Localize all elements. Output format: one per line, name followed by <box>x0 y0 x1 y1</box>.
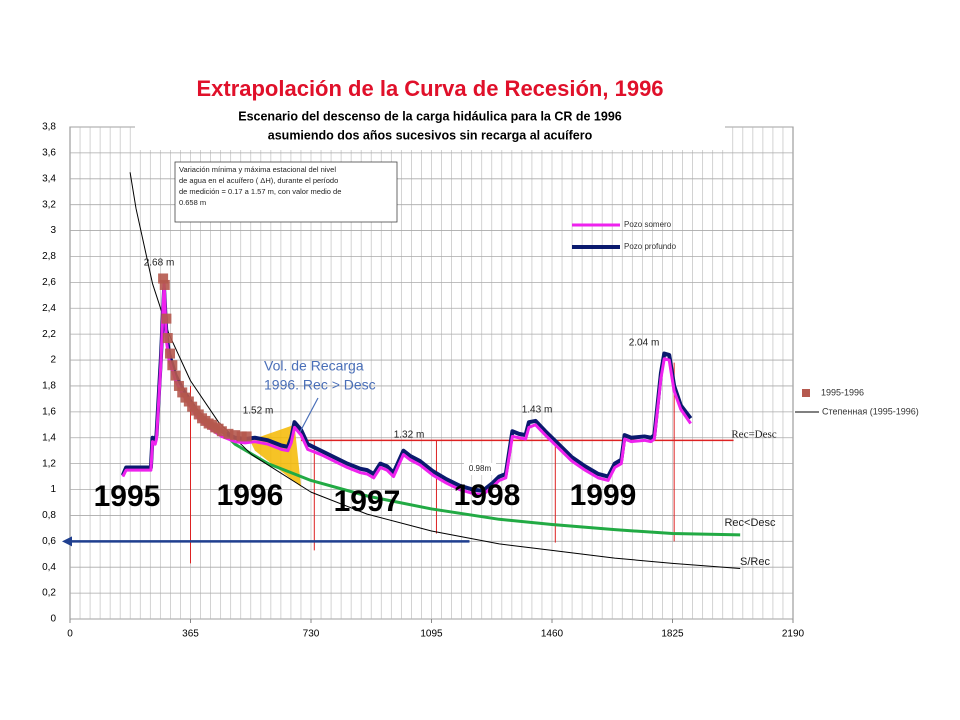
scatter-point <box>162 333 173 344</box>
legend-label: 1995-1996 <box>821 387 864 397</box>
chart-subtitle: asumiendo dos años sucesivos sin recarga… <box>268 128 593 142</box>
scatter-point <box>170 370 181 381</box>
year-label: 1997 <box>334 485 401 518</box>
x-tick-label: 365 <box>182 629 199 640</box>
scatter-point <box>167 360 178 371</box>
y-tick-label: 1,4 <box>42 432 56 443</box>
y-tick-label: 3,4 <box>42 173 56 184</box>
value-label-box <box>464 463 496 475</box>
y-tick-label: 0,8 <box>42 510 56 521</box>
note-text: de medición = 0.17 a 1.57 m, con valor m… <box>179 187 341 196</box>
scatter-point <box>173 380 184 391</box>
y-tick-label: 0 <box>50 614 56 625</box>
legend-swatch <box>802 389 810 397</box>
note-box <box>174 161 398 223</box>
x-tick-label: 730 <box>303 629 320 640</box>
x-tick-label: 1460 <box>541 629 564 640</box>
value-label: 1.32 m <box>394 430 425 441</box>
recharge-pointer <box>299 397 319 433</box>
y-tick-label: 2,8 <box>42 251 56 262</box>
y-tick-label: 2,2 <box>42 329 56 340</box>
y-tick-label: 2,6 <box>42 277 56 288</box>
y-tick-label: 3 <box>50 225 56 236</box>
series-line <box>129 172 741 570</box>
scatter-point <box>230 430 241 441</box>
y-tick-label: 0,2 <box>42 588 56 599</box>
y-tick-label: 3,2 <box>42 199 56 210</box>
value-label: 1.52 m <box>243 406 274 417</box>
note-text: de agua en el acuífero ( ΔH), durante el… <box>179 176 338 185</box>
value-label: 2.68 m <box>144 258 175 269</box>
curve-label: S/Rec <box>740 556 770 568</box>
year-label: 1996 <box>217 479 284 512</box>
y-tick-label: 0,4 <box>42 562 56 573</box>
year-label: 1998 <box>454 479 521 512</box>
chart-title: Extrapolación de la Curva de Recesión, 1… <box>196 76 663 101</box>
scatter-point <box>165 348 176 359</box>
x-tick-label: 1825 <box>661 629 684 640</box>
title-band <box>135 110 725 150</box>
y-tick-label: 1,2 <box>42 458 56 469</box>
note-text: 0.658 m <box>179 198 206 207</box>
y-tick-label: 1,8 <box>42 381 56 392</box>
curve-label: Rec=Desc <box>731 429 776 441</box>
y-tick-label: 1,6 <box>42 406 56 417</box>
x-tick-label: 2190 <box>782 629 805 640</box>
scatter-point <box>223 428 234 439</box>
scatter-point <box>158 273 169 284</box>
value-label: 2.04 m <box>629 338 660 349</box>
year-label: 1995 <box>94 480 161 513</box>
y-tick-label: 2,4 <box>42 303 56 314</box>
y-tick-label: 3,8 <box>42 122 56 133</box>
scatter-point <box>177 387 188 398</box>
x-tick-label: 1095 <box>420 629 443 640</box>
legend-label: Степенная (1995-1996) <box>822 406 919 416</box>
scatter-point <box>241 431 252 442</box>
series-line <box>214 423 741 537</box>
scatter-point <box>216 426 227 437</box>
year-label: 1999 <box>570 479 637 512</box>
legend-label: Pozo somero <box>624 220 672 229</box>
scatter-point <box>183 396 194 407</box>
y-tick-label: 3,6 <box>42 148 56 159</box>
value-label: 0.98m <box>469 464 492 473</box>
value-label: 1.43 m <box>522 405 553 416</box>
x-tick-label: 0 <box>67 629 73 640</box>
note-text: Variación mínima y máxima estacional del… <box>179 165 336 174</box>
legend-label: Pozo profundo <box>624 242 677 251</box>
chart-subtitle: Escenario del descenso de la carga hidáu… <box>238 109 622 123</box>
y-tick-label: 0,6 <box>42 536 56 547</box>
arrow-head <box>62 536 72 547</box>
curve-label: Rec<Desc <box>724 517 776 529</box>
scatter-point <box>159 279 170 290</box>
y-tick-label: 2 <box>50 355 56 366</box>
recharge-label: 1996. Rec > Desc <box>264 377 376 393</box>
recharge-label: Vol. de Recarga <box>264 358 364 374</box>
y-tick-label: 1 <box>50 484 56 495</box>
scatter-point <box>161 313 172 324</box>
